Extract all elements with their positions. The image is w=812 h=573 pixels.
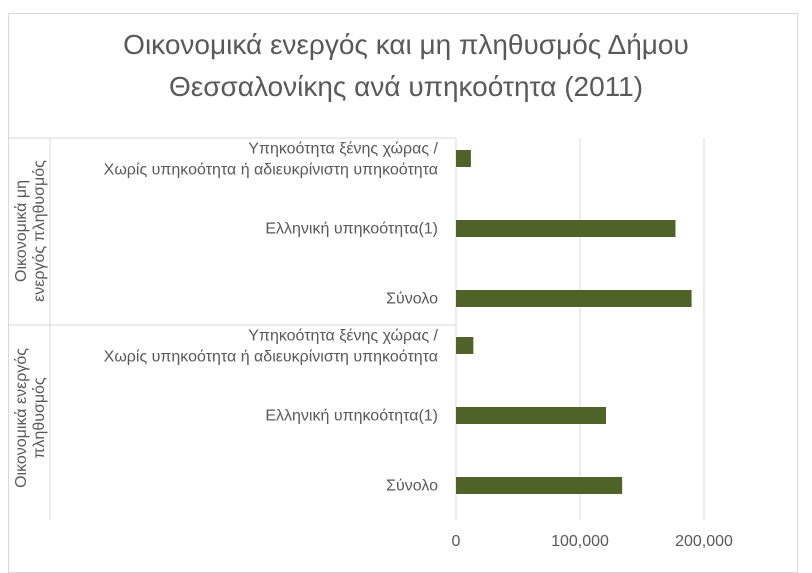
category-label: Υπηκοότητα ξένης χώρας / Χωρίς υπηκοότητα… bbox=[104, 141, 439, 179]
bar bbox=[456, 477, 623, 494]
category-label: Σύνολο bbox=[386, 478, 438, 495]
bar bbox=[456, 407, 607, 424]
group-label: Οικονομικά ενεργόςπληθυσμός bbox=[13, 348, 48, 488]
category-label: Ελληνική υπηκοότητα(1) bbox=[265, 221, 438, 238]
bar bbox=[456, 150, 471, 167]
x-tick-label: 0 bbox=[452, 533, 461, 550]
x-tick-label: 100,000 bbox=[551, 533, 609, 550]
bar bbox=[456, 337, 474, 354]
bar bbox=[456, 290, 692, 307]
category-label: Ελληνική υπηκοότητα(1) bbox=[265, 408, 438, 425]
bar-chart: 0 100,000 200,000 Οικονομικά μηενεργός πληθ… bbox=[8, 137, 733, 550]
group-label: Οικονομικά μηενεργός πληθυσμός bbox=[13, 160, 48, 302]
chart-title: Οικονομικά ενεργός και μη πληθυσμός Δήμο… bbox=[123, 29, 689, 102]
category-label: Υπηκοότητα ξένης χώρας / Χωρίς υπηκοότητα… bbox=[104, 328, 439, 366]
bar bbox=[456, 220, 676, 237]
category-label: Σύνολο bbox=[386, 291, 438, 308]
x-tick-label: 200,000 bbox=[675, 533, 733, 550]
